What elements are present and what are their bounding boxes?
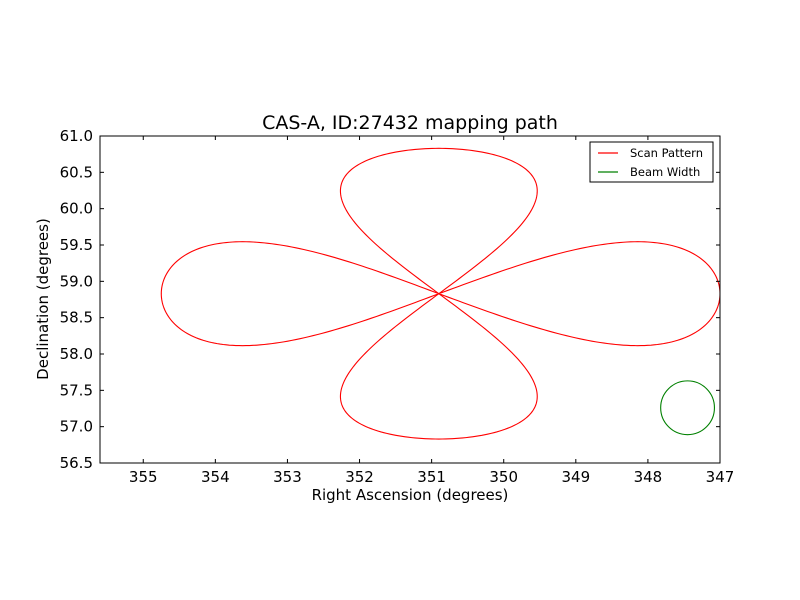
x-axis-label: Right Ascension (degrees) — [312, 486, 509, 504]
scan-pattern-petal-north — [339, 147, 538, 295]
y-axis: 56.5 57.0 57.5 58.0 58.5 59.0 59.5 60.0 60.5 61.0 — [60, 127, 720, 472]
y-tick-label: 57.0 — [60, 418, 93, 436]
y-tick-label: 58.5 — [60, 309, 93, 327]
y-tick-label: 59.0 — [60, 272, 93, 290]
plot-frame — [99, 135, 721, 464]
scan-pattern-petal-west — [438, 241, 720, 347]
x-tick-label: 347 — [706, 468, 735, 486]
legend-box — [589, 141, 714, 183]
scan-pattern-petal-east — [160, 241, 440, 347]
x-tick-label: 351 — [417, 468, 446, 486]
x-axis: 355 354 353 352 351 350 349 348 347 — [129, 136, 734, 486]
legend-label-scan-pattern: Scan Pattern — [630, 146, 703, 160]
legend-label-beam-width: Beam Width — [630, 165, 700, 179]
x-tick-label: 350 — [489, 468, 518, 486]
y-axis-label: Declination (degrees) — [34, 218, 52, 380]
x-tick-label: 352 — [345, 468, 374, 486]
x-tick-label: 348 — [634, 468, 663, 486]
y-tick-label: 57.5 — [60, 381, 93, 399]
y-tick-label: 61.0 — [60, 127, 93, 145]
y-tick-label: 60.0 — [60, 200, 93, 218]
x-tick-label: 353 — [273, 468, 302, 486]
chart-title: CAS-A, ID:27432 mapping path — [262, 112, 558, 134]
y-tick-label: 58.0 — [60, 345, 93, 363]
plot-layer — [160, 147, 720, 440]
legend: Scan Pattern Beam Width — [589, 141, 714, 183]
y-tick-label: 56.5 — [60, 454, 93, 472]
scan-pattern-petal-south — [339, 293, 538, 440]
x-tick-label: 355 — [129, 468, 158, 486]
beam-width-circle — [660, 380, 715, 436]
y-tick-label: 60.5 — [60, 163, 93, 181]
x-tick-label: 354 — [201, 468, 230, 486]
x-tick-label: 349 — [561, 468, 590, 486]
y-tick-label: 59.5 — [60, 236, 93, 254]
